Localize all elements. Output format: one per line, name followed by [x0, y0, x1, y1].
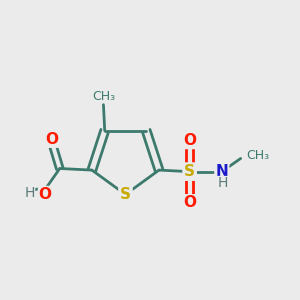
Text: H: H: [25, 187, 35, 200]
Text: O: O: [45, 132, 58, 147]
Text: S: S: [184, 164, 195, 179]
Text: H: H: [217, 176, 228, 190]
Text: O: O: [38, 187, 52, 202]
Text: CH₃: CH₃: [246, 149, 269, 162]
Text: CH₃: CH₃: [92, 89, 115, 103]
Text: S: S: [120, 187, 131, 202]
Text: O: O: [183, 134, 196, 148]
Text: O: O: [183, 195, 196, 210]
Text: N: N: [215, 164, 228, 179]
